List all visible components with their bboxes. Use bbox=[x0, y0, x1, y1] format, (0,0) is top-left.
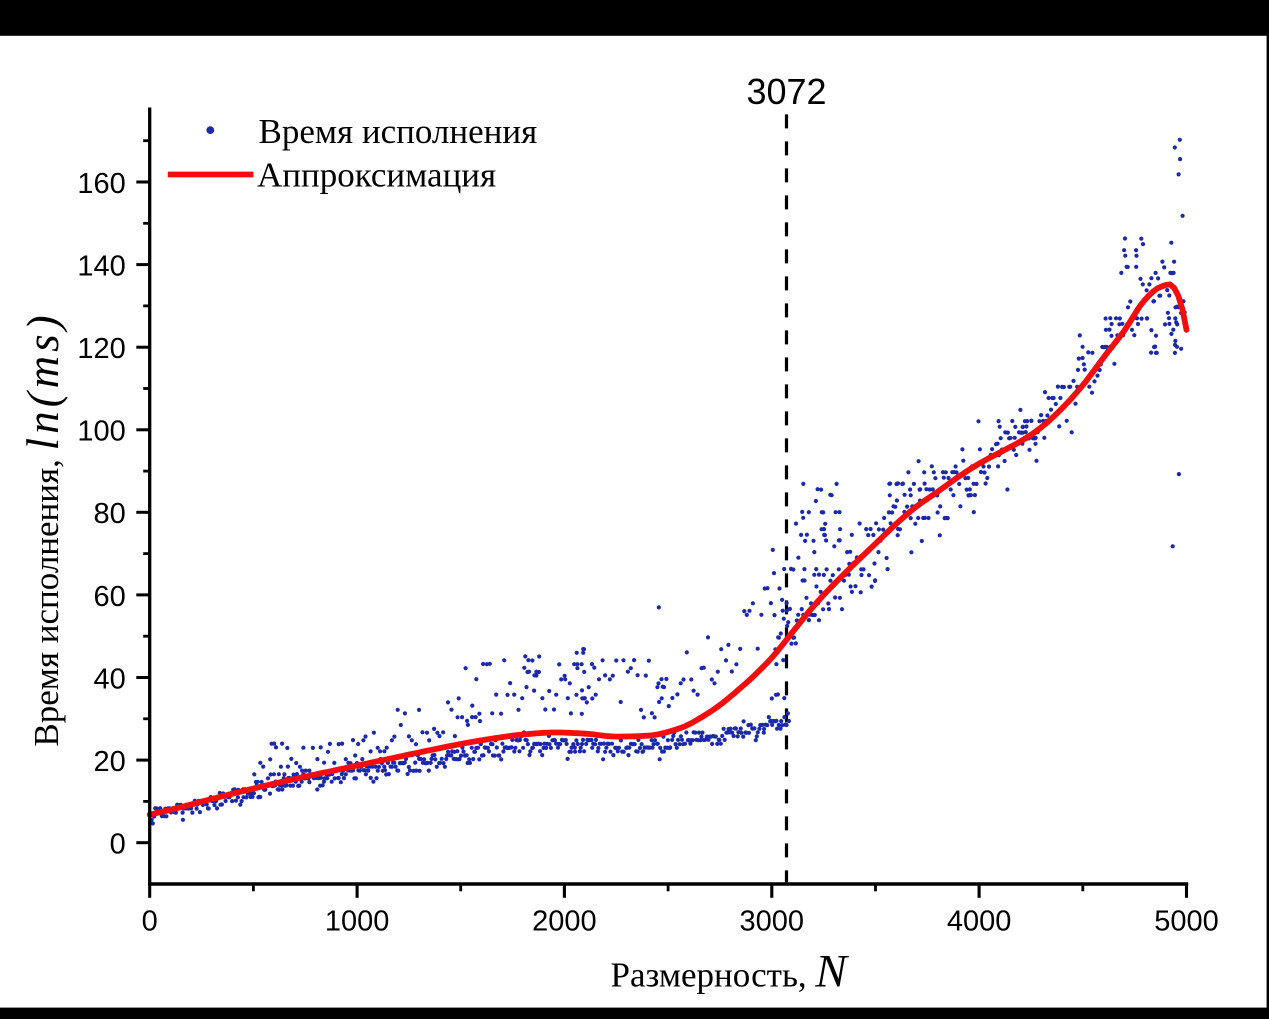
svg-text:0: 0 bbox=[110, 829, 126, 861]
svg-text:140: 140 bbox=[77, 251, 125, 283]
svg-text:80: 80 bbox=[94, 498, 126, 530]
svg-text:Аппроксимация: Аппроксимация bbox=[257, 156, 496, 195]
svg-text:4000: 4000 bbox=[947, 906, 1012, 938]
svg-text:2000: 2000 bbox=[532, 906, 597, 938]
svg-text:0: 0 bbox=[142, 906, 158, 938]
svg-text:Время исполнения: Время исполнения bbox=[259, 112, 538, 151]
svg-text:20: 20 bbox=[94, 746, 126, 778]
svg-text:3072: 3072 bbox=[746, 71, 826, 112]
svg-text:60: 60 bbox=[94, 581, 126, 613]
svg-text:40: 40 bbox=[94, 663, 126, 695]
svg-text:1000: 1000 bbox=[325, 906, 390, 938]
svg-text:100: 100 bbox=[77, 416, 125, 448]
svg-text:Время исполнения, ln(ms): Время исполнения, ln(ms) bbox=[18, 311, 68, 746]
svg-text:160: 160 bbox=[77, 168, 125, 200]
svg-text:120: 120 bbox=[77, 333, 125, 365]
svg-text:3000: 3000 bbox=[740, 906, 805, 938]
svg-text:5000: 5000 bbox=[1154, 906, 1219, 938]
